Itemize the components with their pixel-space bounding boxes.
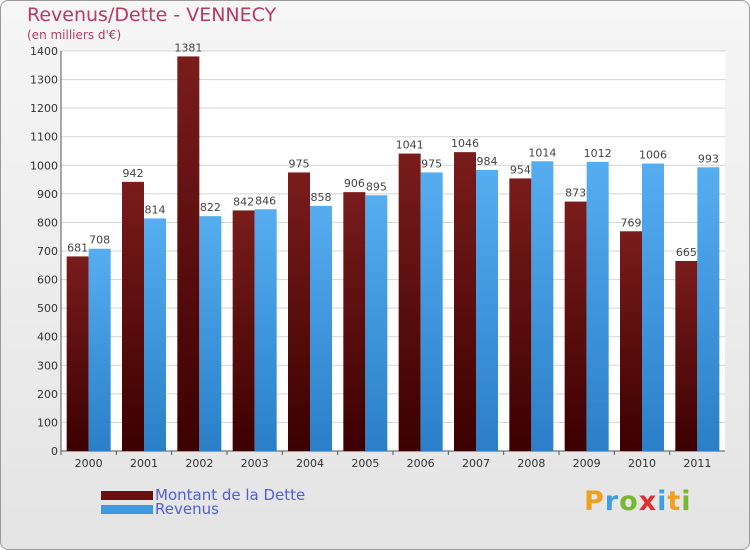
- bar-dette: [675, 261, 698, 451]
- x-tick-label: 2003: [241, 457, 269, 470]
- proxiti-logo: Proxiti: [584, 486, 692, 517]
- logo-letter: i: [681, 486, 692, 517]
- bar-revenus: [642, 163, 664, 452]
- legend-label-dette: Montant de la Dette: [155, 486, 306, 504]
- chart-subtitle: (en milliers d'€): [27, 28, 122, 42]
- value-label-revenus: 708: [89, 234, 110, 247]
- bar-revenus: [199, 216, 222, 451]
- value-label-revenus: 895: [366, 180, 387, 193]
- logo-letter: i: [657, 486, 668, 517]
- x-tick-label: 2004: [296, 457, 324, 470]
- bar-revenus: [310, 205, 332, 451]
- y-tick-label: 500: [37, 302, 58, 315]
- bar-dette: [454, 152, 476, 451]
- y-tick-label: 300: [37, 359, 58, 372]
- y-tick-label: 0: [51, 445, 58, 458]
- x-tick-label: 2000: [75, 457, 103, 470]
- value-label-revenus: 858: [311, 191, 332, 204]
- value-label-revenus: 822: [200, 201, 221, 214]
- x-tick-label: 2009: [573, 457, 601, 470]
- x-tick-label: 2011: [683, 457, 711, 470]
- bar-dette: [232, 210, 255, 451]
- y-tick-label: 1400: [30, 45, 58, 58]
- bar-dette: [288, 172, 310, 451]
- bar-revenus: [254, 209, 277, 451]
- x-tick-label: 2007: [462, 457, 490, 470]
- x-tick-label: 2001: [130, 457, 158, 470]
- y-tick-label: 800: [37, 216, 58, 229]
- bar-dette: [122, 181, 144, 451]
- value-label-dette: 769: [621, 216, 642, 229]
- y-tick-label: 100: [37, 416, 58, 429]
- value-label-dette: 1381: [174, 41, 202, 54]
- value-label-dette: 681: [67, 241, 88, 254]
- value-label-revenus: 846: [255, 194, 276, 207]
- value-label-dette: 873: [565, 187, 586, 200]
- y-tick-label: 1300: [30, 74, 58, 87]
- value-label-dette: 942: [123, 167, 144, 180]
- y-tick-label: 600: [37, 274, 58, 287]
- bar-revenus: [88, 248, 111, 451]
- logo-letter: r: [604, 486, 620, 517]
- logo-letter: o: [619, 486, 639, 517]
- bar-revenus: [586, 161, 609, 451]
- x-tick-label: 2008: [517, 457, 545, 470]
- value-label-dette: 665: [676, 246, 697, 259]
- x-tick-label: 2002: [185, 457, 213, 470]
- bar-revenus: [365, 195, 388, 451]
- bar-revenus: [697, 167, 720, 452]
- logo-letter: t: [667, 486, 682, 517]
- value-label-dette: 1041: [396, 139, 424, 152]
- y-tick-label: 400: [37, 331, 58, 344]
- bar-dette: [620, 231, 642, 451]
- bar-revenus: [531, 161, 554, 452]
- legend-swatch-revenus: [101, 505, 153, 514]
- legend-label-revenus: Revenus: [155, 500, 219, 518]
- value-label-dette: 975: [289, 157, 310, 170]
- logo-letter: P: [584, 486, 605, 517]
- bar-dette: [564, 201, 587, 451]
- y-tick-label: 700: [37, 245, 58, 258]
- x-tick-label: 2005: [351, 457, 379, 470]
- value-label-dette: 1046: [451, 137, 479, 150]
- bar-revenus: [476, 169, 498, 451]
- bar-dette: [398, 153, 421, 452]
- legend-swatch-dette: [101, 491, 153, 500]
- bar-dette: [509, 178, 532, 451]
- y-tick-label: 1200: [30, 102, 58, 115]
- bar-revenus: [420, 172, 443, 451]
- x-tick-label: 2006: [407, 457, 435, 470]
- x-tick-label: 2010: [628, 457, 656, 470]
- y-tick-label: 900: [37, 188, 58, 201]
- value-label-revenus: 1006: [639, 149, 667, 162]
- y-tick-label: 200: [37, 388, 58, 401]
- value-label-dette: 842: [233, 195, 254, 208]
- value-label-dette: 954: [510, 163, 531, 176]
- bar-dette: [66, 256, 89, 451]
- bar-revenus: [144, 218, 166, 451]
- value-label-revenus: 984: [477, 155, 498, 168]
- value-label-dette: 906: [344, 177, 365, 190]
- chart-title: Revenus/Dette - VENNECY: [27, 4, 277, 26]
- logo-letter: x: [638, 486, 658, 517]
- value-label-revenus: 1012: [584, 147, 612, 160]
- y-tick-label: 1100: [30, 131, 58, 144]
- y-tick-label: 1000: [30, 159, 58, 172]
- value-label-revenus: 975: [421, 157, 442, 170]
- value-label-revenus: 1014: [528, 146, 556, 159]
- bar-dette: [177, 56, 200, 452]
- value-label-revenus: 814: [145, 203, 166, 216]
- value-label-revenus: 993: [698, 152, 719, 165]
- bar-dette: [343, 192, 366, 451]
